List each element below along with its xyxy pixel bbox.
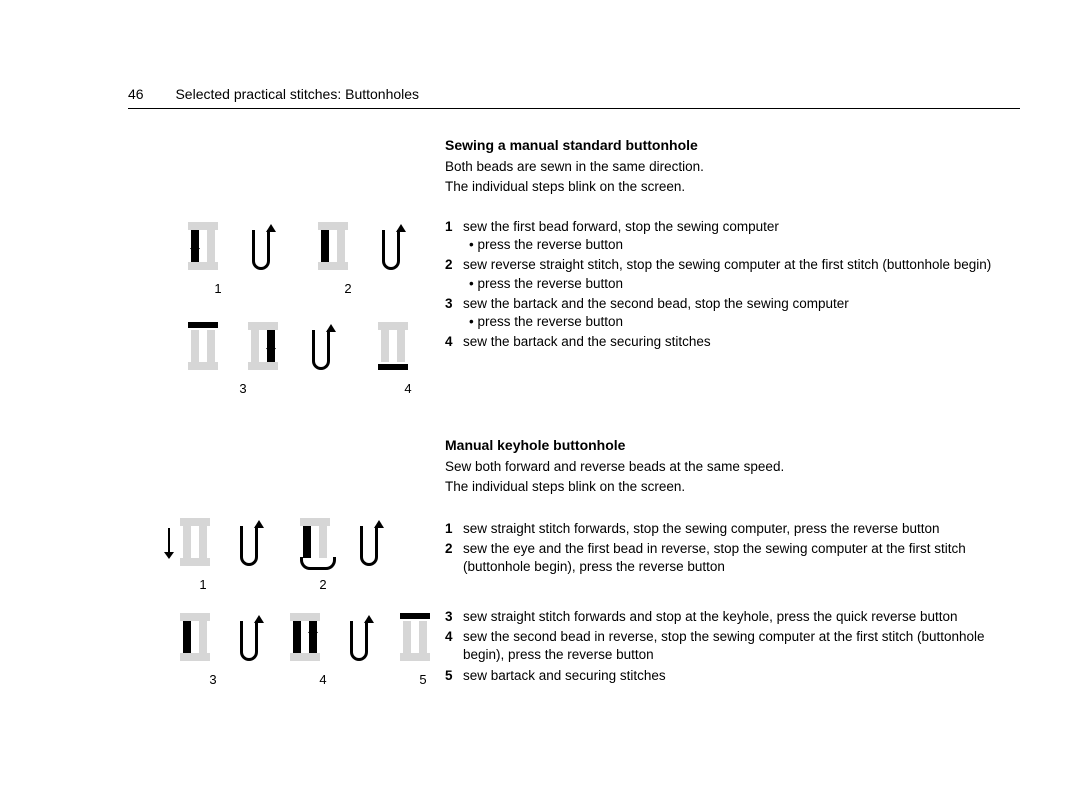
step-text: sew the first bead forward, stop the sew… bbox=[463, 218, 1025, 254]
uturn-arrow-icon bbox=[248, 224, 274, 270]
diagram-step4-icon bbox=[378, 322, 432, 370]
step-item: 2sew reverse straight stitch, stop the s… bbox=[445, 256, 1025, 292]
uturn-arrow-icon bbox=[356, 520, 382, 566]
step-number: 2 bbox=[445, 256, 463, 292]
diag1-label-2: 2 bbox=[333, 280, 363, 298]
diagram-step1-icon bbox=[188, 222, 242, 270]
step-number: 1 bbox=[445, 218, 463, 254]
diagram2-step2-icon bbox=[300, 518, 354, 566]
section2-diagram: 1 2 3 4 bbox=[180, 518, 480, 718]
diagram-step3b-icon bbox=[248, 322, 302, 370]
header-rule bbox=[128, 108, 1020, 109]
section-keyhole-buttonhole: Manual keyhole buttonhole Sew both forwa… bbox=[445, 436, 1025, 498]
diag2-label-2: 2 bbox=[308, 576, 338, 594]
step-item: 4sew the second bead in reverse, stop th… bbox=[445, 628, 1025, 664]
step-item: 5sew bartack and securing stitches bbox=[445, 667, 1025, 685]
step-item: 3sew straight stitch forwards and stop a… bbox=[445, 608, 1025, 626]
section1-steps: 1sew the first bead forward, stop the se… bbox=[445, 218, 1025, 354]
diagram2-step4-icon bbox=[290, 613, 344, 661]
uturn-arrow-icon bbox=[236, 520, 262, 566]
diagram2-step3-icon bbox=[180, 613, 234, 661]
step-text: sew straight stitch forwards and stop at… bbox=[463, 608, 1025, 626]
step-number: 4 bbox=[445, 333, 463, 351]
step-text: sew the second bead in reverse, stop the… bbox=[463, 628, 1025, 664]
section2-steps-b: 3sew straight stitch forwards and stop a… bbox=[445, 608, 1025, 687]
step-item: 4sew the bartack and the securing stitch… bbox=[445, 333, 1025, 351]
step-item: 1sew straight stitch forwards, stop the … bbox=[445, 520, 1025, 538]
step-text: sew the bartack and the securing stitche… bbox=[463, 333, 1025, 351]
step-text: sew bartack and securing stitches bbox=[463, 667, 1025, 685]
step-text: sew straight stitch forwards, stop the s… bbox=[463, 520, 1025, 538]
diag2-label-5: 5 bbox=[408, 671, 438, 689]
step-text: sew the bartack and the second bead, sto… bbox=[463, 295, 1025, 331]
diagram2-step1-icon bbox=[180, 518, 234, 566]
uturn-arrow-icon bbox=[236, 615, 262, 661]
step-sub: press the reverse button bbox=[463, 275, 1025, 293]
diag1-label-1: 1 bbox=[203, 280, 233, 298]
step-item: 1sew the first bead forward, stop the se… bbox=[445, 218, 1025, 254]
section1-diagram: 1 2 3 bbox=[188, 222, 428, 402]
diag1-label-3: 3 bbox=[228, 380, 258, 398]
page-header: 46 Selected practical stitches: Buttonho… bbox=[128, 85, 1020, 104]
section2-steps-a: 1sew straight stitch forwards, stop the … bbox=[445, 520, 1025, 579]
uturn-arrow-icon bbox=[378, 224, 404, 270]
diag2-label-4: 4 bbox=[308, 671, 338, 689]
page-number: 46 bbox=[128, 86, 144, 102]
diag2-label-3: 3 bbox=[198, 671, 228, 689]
uturn-arrow-icon bbox=[346, 615, 372, 661]
step-number: 3 bbox=[445, 295, 463, 331]
section-standard-buttonhole: Sewing a manual standard buttonhole Both… bbox=[445, 136, 1025, 198]
diag1-label-4: 4 bbox=[393, 380, 423, 398]
step-item: 2sew the eye and the first bead in rever… bbox=[445, 540, 1025, 576]
uturn-arrow-icon bbox=[308, 324, 334, 370]
step-sub: press the reverse button bbox=[463, 236, 1025, 254]
section2-title: Manual keyhole buttonhole bbox=[445, 436, 1025, 455]
step-item: 3sew the bartack and the second bead, st… bbox=[445, 295, 1025, 331]
section2-intro2: The individual steps blink on the screen… bbox=[445, 478, 1025, 496]
section2-intro1: Sew both forward and reverse beads at th… bbox=[445, 458, 1025, 476]
chapter-title: Selected practical stitches: Buttonholes bbox=[175, 86, 419, 102]
step-sub: press the reverse button bbox=[463, 313, 1025, 331]
step-text: sew the eye and the first bead in revers… bbox=[463, 540, 1025, 576]
diag2-label-1: 1 bbox=[188, 576, 218, 594]
section1-title: Sewing a manual standard buttonhole bbox=[445, 136, 1025, 155]
section1-intro1: Both beads are sewn in the same directio… bbox=[445, 158, 1025, 176]
diagram-step2-icon bbox=[318, 222, 372, 270]
diagram-step3-icon bbox=[188, 322, 242, 370]
step-text: sew reverse straight stitch, stop the se… bbox=[463, 256, 1025, 292]
diagram2-step5-icon bbox=[400, 613, 454, 661]
section1-intro2: The individual steps blink on the screen… bbox=[445, 178, 1025, 196]
